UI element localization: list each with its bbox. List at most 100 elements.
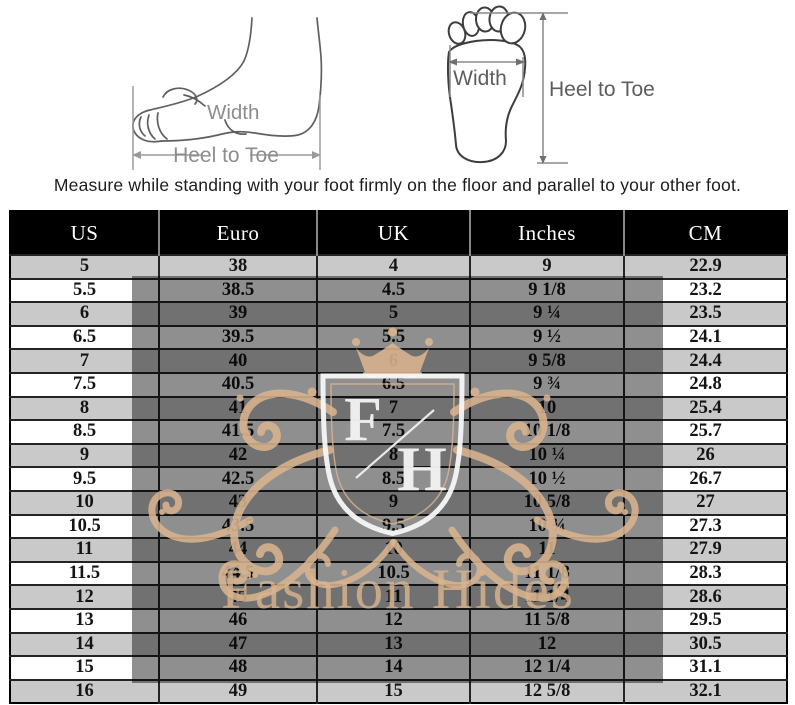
size-cell-inches: 9 5/8 bbox=[469, 348, 624, 373]
size-cell-us: 9.5 bbox=[10, 466, 159, 491]
size-cell-inches: 9 ¾ bbox=[469, 371, 624, 397]
size-conversion-table: US Euro UK Inches CM 5 38 4 9 22.9 5.5 38.5 4.5… bbox=[9, 210, 788, 705]
sole-foot-measure-lines bbox=[449, 12, 568, 164]
size-cell-us: 7.5 bbox=[10, 371, 159, 397]
size-cell-us: 10.5 bbox=[10, 513, 159, 539]
size-cell-uk: 7.5 bbox=[316, 419, 470, 444]
size-cell-cm: 27.9 bbox=[623, 537, 787, 562]
size-cell-cm: 24.4 bbox=[623, 348, 787, 373]
size-cell-cm: 22.9 bbox=[623, 254, 787, 279]
size-cell-uk: 5 bbox=[316, 301, 470, 326]
size-cell-euro: 41 bbox=[158, 395, 317, 421]
size-cell-euro: 46 bbox=[158, 607, 317, 633]
side-foot-measure-lines bbox=[132, 86, 321, 170]
sole-foot-diagram: Width Heel to Toe bbox=[446, 5, 655, 164]
size-cell-euro: 40.5 bbox=[158, 371, 317, 397]
size-cell-euro: 42 bbox=[158, 442, 317, 468]
size-cell-euro: 43.5 bbox=[158, 513, 317, 539]
size-cell-inches: 11 5/8 bbox=[469, 607, 624, 633]
size-cell-inches: 10 ¼ bbox=[469, 442, 624, 468]
size-row: 11.5 44.5 10.5 11 1/8 28.3 bbox=[10, 560, 787, 586]
side-foot-outline-icon bbox=[132, 17, 323, 143]
size-cell-euro: 39 bbox=[158, 301, 317, 326]
column-header-us: US bbox=[10, 211, 159, 255]
size-cell-us: 9 bbox=[10, 442, 159, 468]
measure-instruction: Measure while standing with your foot fi… bbox=[53, 175, 742, 195]
size-cell-cm: 30.5 bbox=[623, 631, 787, 657]
size-cell-cm: 28.3 bbox=[623, 560, 787, 586]
size-row: 13 46 12 11 5/8 29.5 bbox=[10, 607, 787, 633]
size-cell-cm: 26.7 bbox=[623, 466, 787, 491]
size-cell-uk: 10 bbox=[316, 537, 470, 562]
size-cell-euro: 43 bbox=[158, 489, 317, 515]
side-foot-arrowheads bbox=[132, 151, 321, 159]
size-cell-uk: 14 bbox=[316, 655, 470, 680]
size-cell-uk: 4.5 bbox=[316, 277, 470, 303]
size-cell-cm: 26 bbox=[623, 442, 787, 468]
size-cell-cm: 24.8 bbox=[623, 371, 787, 397]
size-cell-uk: 6 bbox=[316, 348, 470, 373]
size-row: 6.5 39.5 5.5 9 ½ 24.1 bbox=[10, 324, 787, 350]
size-cell-cm: 31.1 bbox=[623, 655, 787, 680]
size-cell-uk: 13 bbox=[316, 631, 470, 657]
size-cell-euro: 42.5 bbox=[158, 466, 317, 491]
size-cell-inches: 10 ½ bbox=[469, 466, 624, 491]
size-cell-uk: 4 bbox=[316, 254, 470, 279]
size-cell-cm: 32.1 bbox=[623, 678, 787, 704]
size-cell-euro: 40 bbox=[158, 348, 317, 373]
size-cell-uk: 15 bbox=[316, 678, 470, 704]
sole-foot-outline-icon bbox=[446, 5, 527, 164]
size-row: 6 39 5 9 ¼ 23.5 bbox=[10, 301, 787, 326]
size-cell-inches: 9 1/8 bbox=[469, 277, 624, 303]
size-cell-uk: 9.5 bbox=[316, 513, 470, 539]
size-row: 11 44 10 11 27.9 bbox=[10, 537, 787, 562]
size-cell-cm: 23.2 bbox=[623, 277, 787, 303]
size-row: 7 40 6 9 5/8 24.4 bbox=[10, 348, 787, 373]
size-cell-uk: 7 bbox=[316, 395, 470, 421]
size-cell-us: 5.5 bbox=[10, 277, 159, 303]
size-cell-cm: 28.6 bbox=[623, 584, 787, 609]
size-cell-euro: 39.5 bbox=[158, 324, 317, 350]
size-cell-us: 12 bbox=[10, 584, 159, 609]
size-cell-us: 10 bbox=[10, 489, 159, 515]
size-cell-us: 11.5 bbox=[10, 560, 159, 586]
size-cell-us: 6.5 bbox=[10, 324, 159, 350]
size-row: 12 45 11 11 1/4 28.6 bbox=[10, 584, 787, 609]
size-cell-inches: 12 5/8 bbox=[469, 678, 624, 704]
sole-foot-length-label: Heel to Toe bbox=[549, 78, 655, 101]
size-cell-us: 8 bbox=[10, 395, 159, 421]
column-header-cm: CM bbox=[623, 211, 787, 255]
size-row: 8.5 41.5 7.5 10 1/8 25.7 bbox=[10, 419, 787, 444]
size-cell-us: 16 bbox=[10, 678, 159, 704]
size-cell-cm: 25.4 bbox=[623, 395, 787, 421]
column-header-uk: UK bbox=[316, 211, 470, 255]
size-row: 16 49 15 12 5/8 32.1 bbox=[10, 678, 787, 704]
side-foot-diagram: Width Heel to Toe bbox=[132, 17, 323, 170]
size-cell-euro: 44.5 bbox=[158, 560, 317, 586]
size-row: 10 43 9 10 5/8 27 bbox=[10, 489, 787, 515]
size-cell-inches: 9 ½ bbox=[469, 324, 624, 350]
size-cell-euro: 38.5 bbox=[158, 277, 317, 303]
column-header-inches: Inches bbox=[469, 211, 624, 255]
size-cell-euro: 38 bbox=[158, 254, 317, 279]
column-header-euro: Euro bbox=[158, 211, 317, 255]
size-cell-us: 14 bbox=[10, 631, 159, 657]
size-cell-uk: 5.5 bbox=[316, 324, 470, 350]
size-row: 7.5 40.5 6.5 9 ¾ 24.8 bbox=[10, 371, 787, 397]
size-cell-euro: 48 bbox=[158, 655, 317, 680]
sole-foot-width-label: Width bbox=[453, 67, 507, 90]
size-cell-euro: 41.5 bbox=[158, 419, 317, 444]
size-cell-euro: 44 bbox=[158, 537, 317, 562]
size-cell-cm: 25.7 bbox=[623, 419, 787, 444]
size-cell-inches: 11 1/8 bbox=[469, 560, 624, 586]
size-row: 14 47 13 12 30.5 bbox=[10, 631, 787, 657]
size-cell-inches: 11 1/4 bbox=[469, 584, 624, 609]
size-cell-inches: 10 5/8 bbox=[469, 489, 624, 515]
size-cell-us: 15 bbox=[10, 655, 159, 680]
size-row: 8 41 7 10 25.4 bbox=[10, 395, 787, 421]
size-row: 5 38 4 9 22.9 bbox=[10, 254, 787, 279]
size-cell-cm: 24.1 bbox=[623, 324, 787, 350]
size-cell-inches: 10 1/8 bbox=[469, 419, 624, 444]
size-cell-inches: 11 bbox=[469, 537, 624, 562]
size-cell-euro: 45 bbox=[158, 584, 317, 609]
